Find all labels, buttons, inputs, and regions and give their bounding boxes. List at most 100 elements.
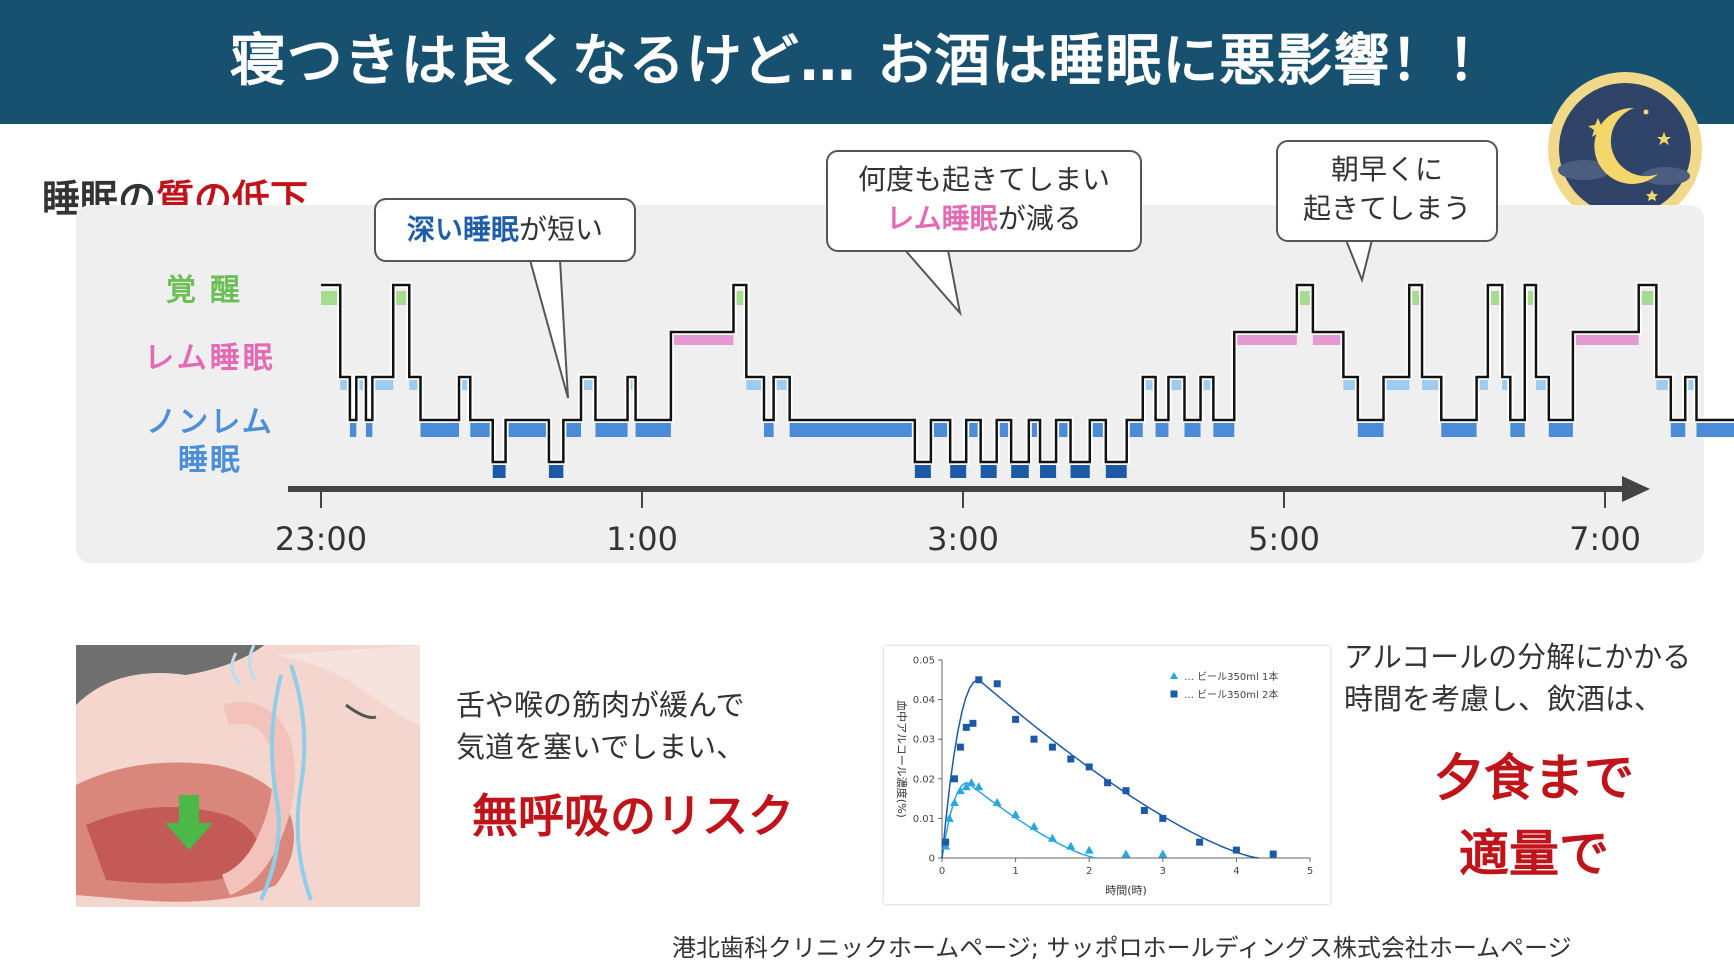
x-tick-label: 1 [1012,866,1018,877]
sleep-stage-bar-wake [1409,291,1423,305]
time-axis-arrowhead [1622,476,1650,502]
sleep-stage-bar-nrem1 [356,376,366,390]
data-point-triangle [944,813,954,822]
header-banner: 寝つきは良くなるけど… お酒は睡眠に悪影響！！ [0,0,1734,124]
hypnogram [288,282,1734,508]
alcohol-line: 時間を考慮し、飲酒は、 [1344,682,1664,717]
moderate-amount-emphasis: 適量で [1459,825,1609,883]
sleep-stage-bar-nrem2 [1696,423,1734,437]
sleep-stage-bar-nrem1 [1502,376,1511,390]
x-tick-label: 4 [1233,866,1239,877]
blood-alcohol-chart: 0 1 2 3 4 5 0 0.01 0.02 0.03 0.04 0.05 時間(時) 血中アルコール濃… [884,646,1330,904]
sleep-stage-bar-nrem2 [563,423,582,437]
alcohol-line: アルコールの分解にかかる [1344,640,1692,674]
sleep-stage-bar-nrem2 [470,423,493,437]
callout-line: 何度も起きてしまい [857,163,1110,196]
sleep-stage-bar-nrem2 [1184,423,1201,437]
sleep-stage-bar-nrem2 [595,423,628,437]
time-tick-label: 23:00 [274,520,368,558]
data-point-square [1048,743,1056,751]
sleep-stage-bar-nrem2 [996,423,1012,437]
data-point-triangle [1011,809,1021,818]
y-tick-label: 0.05 [913,656,935,667]
data-point-triangle [1084,845,1094,854]
stage-label-nrem-line1: ノンレム [146,405,274,440]
data-point-triangle [1047,833,1057,842]
stage-label-rem: レム睡眠 [144,341,276,376]
sleep-stage-bar-nrem2 [1670,423,1686,437]
data-point-square [1067,755,1075,763]
callout-line: 起きてしまう [1302,192,1471,226]
sleep-stage-bar-nrem3 [548,464,564,478]
sleep-stage-bar-nrem2 [1028,423,1041,437]
sleep-stage-bar-nrem1 [1685,376,1697,390]
callout-emphasis: 深い睡眠 [406,213,519,246]
callout-emphasis: レム睡眠 [886,202,998,236]
callout-line: 朝早くに [1330,153,1443,186]
sleep-stage-bar-nrem1 [627,376,636,390]
apnea-risk-emphasis: 無呼吸のリスク [472,789,794,843]
data-point-square [951,775,959,783]
data-point-square [942,838,950,846]
x-tick-label: 5 [1307,866,1313,877]
data-point-triangle [966,778,976,787]
source-citation: 港北歯科クリニックホームページ; サッポロホールディングス株式会社ホームページ [672,934,1572,962]
data-point-triangle [1158,849,1168,858]
sleep-stage-bar-nrem3 [1105,464,1127,478]
apnea-line: 気道を塞いでしまい、 [456,730,746,765]
apnea-line: 舌や喉の筋肉が緩んで [456,688,745,722]
callout-line: レム睡眠が減る [828,199,1140,238]
data-point-square [1269,850,1277,858]
data-point-square [1159,814,1167,822]
sleep-stage-bar-nrem2 [420,423,460,437]
time-tick-label: 3:00 [927,520,999,558]
sleep-stage-bar-nrem2 [789,423,915,437]
time-tick-label: 7:00 [1569,520,1641,558]
sleep-stage-bar-nrem2 [1155,423,1169,437]
data-point-square [993,680,1001,688]
data-point-triangle [1029,821,1039,830]
stage-label-nrem-line2: 睡眠 [178,442,242,478]
sleep-stage-bar-nrem1 [340,376,350,390]
y-tick-label: 0.03 [913,735,935,746]
time-tick-label: 5:00 [1248,520,1320,558]
data-point-triangle [992,798,1002,807]
sleep-stage-bar-nrem2 [1089,423,1106,437]
x-tick-label: 3 [1160,866,1166,877]
sleep-stage-bar-nrem3 [980,464,997,478]
sleep-stage-bar-nrem1 [1476,376,1488,390]
sleep-stage-bar-nrem2 [349,423,357,437]
until-dinner-emphasis: 夕食まで [1434,749,1634,807]
sleep-stage-bar-wake [733,291,747,305]
legend-marker-square [1170,690,1178,698]
data-point-triangle [974,782,984,791]
time-tick-label: 1:00 [606,520,678,558]
sleep-stage-bar-nrem3 [492,464,506,478]
sleep-stage-bar-wake [1638,291,1657,305]
data-point-triangle [955,786,965,795]
sleep-stage-bar-nrem3 [1040,464,1057,478]
data-point-square [1140,806,1148,814]
sleep-stage-bar-nrem2 [1056,423,1071,437]
legend-label: … ビール350ml 2本 [1184,688,1278,701]
fit-curve [941,679,1259,859]
airway-obstruction-illustration [76,645,420,907]
x-tick-label: 0 [939,866,945,877]
sleep-stage-bar-nrem2 [1357,423,1384,437]
sleep-stage-bar-nrem3 [950,464,967,478]
data-point-triangle [961,782,971,791]
callout-early-waking: 朝早くに 起きてしまう [1276,140,1498,242]
x-tick-label: 2 [1086,866,1092,877]
stage-label-nrem: ノンレム 睡眠 [130,404,290,479]
sleep-stage-bar-nrem2 [365,423,373,437]
sleep-stage-bar-nrem2 [1548,423,1573,437]
hypnogram-step-line [321,283,1734,464]
sleep-stage-bar-nrem2 [635,423,671,437]
sleep-stage-bar-wake [321,291,341,305]
sleep-stage-bar-nrem2 [1213,423,1235,437]
sleep-stage-bar-nrem2 [966,423,981,437]
sleep-stage-bar-nrem2 [1441,423,1477,437]
sleep-stage-bar-nrem3 [1070,464,1090,478]
stage-label-wake: 覚醒 [166,273,254,308]
data-point-triangle [1121,849,1131,858]
